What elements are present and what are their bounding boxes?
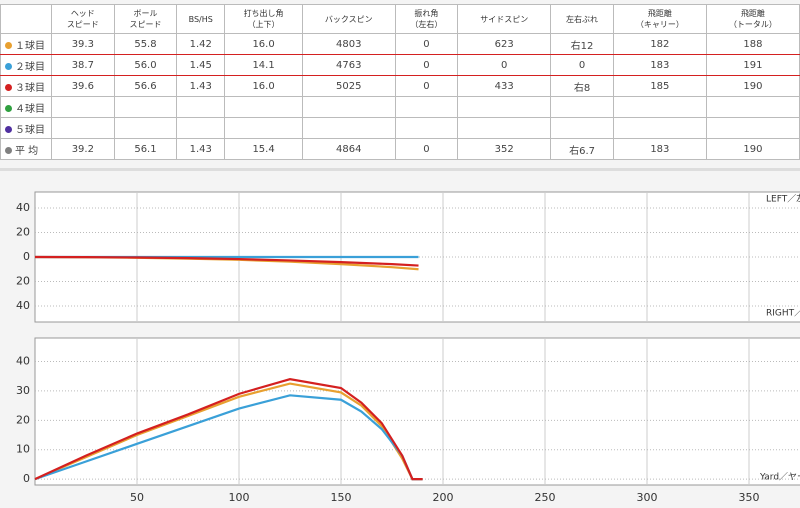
cell-text: 56.1 <box>134 143 157 155</box>
x-tick-label: 250 <box>535 491 556 504</box>
cell: 15.4 <box>224 138 303 160</box>
cell-text: 16.0 <box>252 80 275 92</box>
cell-text: 623 <box>494 38 514 50</box>
row: １球目 39.3 55.8 1.42 16.0 4803 0 623 右12 182 188 <box>0 33 800 55</box>
cell-text: 15.4 <box>252 143 275 155</box>
cell-text: ３球目 <box>15 82 45 94</box>
y-tick-label: 10 <box>16 443 30 456</box>
row-marker <box>5 104 12 112</box>
cell-text: 4803 <box>336 38 362 50</box>
x-tick-label: 350 <box>739 491 760 504</box>
separator <box>0 168 800 171</box>
x-tick-label: 100 <box>229 491 250 504</box>
cell-text: 185 <box>650 80 670 92</box>
cell-text: 190 <box>743 80 763 92</box>
cell: 190 <box>705 138 800 160</box>
y-tick-label: 30 <box>16 384 30 397</box>
cell-text: 5025 <box>336 80 362 92</box>
cell-text: 右12 <box>570 40 594 52</box>
cell-text: 右6.7 <box>569 145 595 157</box>
y-tick-label: 40 <box>16 355 30 368</box>
cell-text: 182 <box>650 38 670 50</box>
cell: 0 <box>394 138 459 160</box>
row: ２球目 38.7 56.0 1.45 14.1 4763 0 0 0 183 191 <box>0 54 800 76</box>
cell-text: 0 <box>501 59 508 71</box>
annotation: LEFT／左 <box>766 193 800 205</box>
cell-text: 1.42 <box>189 38 212 50</box>
x-tick-label: 50 <box>130 491 144 504</box>
header-cell: サイドスピン <box>457 4 552 34</box>
y-tick-label: 20 <box>16 413 30 426</box>
cell-text: 188 <box>743 38 763 50</box>
y-tick-label: 40 <box>16 201 30 214</box>
cell-text: ２球目 <box>15 61 45 73</box>
header-cell <box>0 4 52 34</box>
row-marker <box>5 62 12 70</box>
shot-table: ヘッド スピード ボール スピード BS/HS 打ち出し角 （上下） バックスピン 振れ角… <box>0 4 800 160</box>
cell: 4864 <box>301 138 396 160</box>
cell-text: 0 <box>423 59 430 71</box>
row-marker <box>5 41 12 49</box>
cell: 1.43 <box>176 138 226 160</box>
cell: 平 均 <box>0 138 52 160</box>
plot-area <box>34 337 800 486</box>
cell-text: 39.3 <box>71 38 94 50</box>
header-cell: バックスピン <box>301 4 396 34</box>
header-cell: 飛距離 （トータル） <box>705 4 800 34</box>
row: ５球目 <box>0 117 800 139</box>
cell-text: 1.43 <box>189 80 212 92</box>
cell-text: ４球目 <box>15 103 45 115</box>
row: 平 均 39.2 56.1 1.43 15.4 4864 0 352 右6.7 183 190 <box>0 138 800 160</box>
cell-text: 183 <box>650 59 670 71</box>
cell-text: 16.0 <box>252 38 275 50</box>
row-marker <box>5 83 12 91</box>
y-tick-label: 20 <box>16 225 30 238</box>
y-tick-label: 20 <box>16 275 30 288</box>
cell: 39.2 <box>51 138 115 160</box>
cell: ２球目 <box>0 54 52 76</box>
cell-text: 183 <box>650 143 670 155</box>
x-tick-label: 150 <box>331 491 352 504</box>
series-line <box>34 378 423 481</box>
header-cell: 左右ぶれ <box>550 4 614 34</box>
cell-text: 平 均 <box>15 145 39 157</box>
row-marker <box>5 146 12 154</box>
y-tick-label: 0 <box>23 472 30 485</box>
cell-text: 39.6 <box>71 80 94 92</box>
cell-text: 55.8 <box>134 38 157 50</box>
cell-text: 39.2 <box>71 143 94 155</box>
cell-text: 右8 <box>573 82 591 94</box>
cell-text: 433 <box>494 80 514 92</box>
cell-text: １球目 <box>15 40 45 52</box>
header-cell: ヘッド スピード <box>51 4 115 34</box>
cell: 352 <box>457 138 552 160</box>
cell-text: 0 <box>578 59 586 71</box>
x-tick-label: 300 <box>637 491 658 504</box>
cell-text: 352 <box>494 143 514 155</box>
row-marker <box>5 125 12 133</box>
cell-text: 56.6 <box>134 80 157 92</box>
cell-text: 14.1 <box>252 59 275 71</box>
cell-text: 38.7 <box>71 59 94 71</box>
cell-text: ５球目 <box>15 124 45 136</box>
y-tick-label: 40 <box>16 299 30 312</box>
cell-text: 4763 <box>336 59 362 71</box>
cell-text: 0 <box>423 38 430 50</box>
x-axis-label: Yard／ヤード <box>759 472 800 483</box>
y-tick-label: 0 <box>23 250 30 263</box>
cell-text: 0 <box>423 80 430 92</box>
series-line <box>34 255 419 267</box>
cell-text: 1.43 <box>189 143 212 155</box>
cell-text: 4864 <box>336 143 362 155</box>
cell-text: 56.0 <box>134 59 157 71</box>
cell-text: 1.45 <box>189 59 212 71</box>
annotation: RIGHT／右 <box>766 307 800 319</box>
cell-text: 191 <box>743 59 763 71</box>
x-tick-label: 200 <box>433 491 454 504</box>
cell-text: 0 <box>423 143 430 155</box>
cell-text: 190 <box>743 143 763 155</box>
